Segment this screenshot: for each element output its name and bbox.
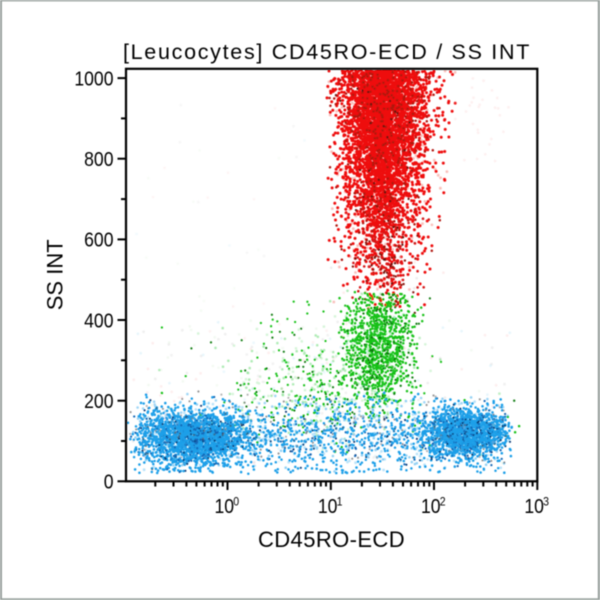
svg-text:[Leucocytes] CD45RO-ECD / SS I: [Leucocytes] CD45RO-ECD / SS INT xyxy=(123,40,531,64)
svg-text:10: 10 xyxy=(421,495,441,517)
svg-text:0: 0 xyxy=(233,496,239,509)
svg-text:0: 0 xyxy=(104,471,114,493)
svg-text:1000: 1000 xyxy=(74,67,113,89)
svg-text:800: 800 xyxy=(84,148,113,170)
svg-text:10: 10 xyxy=(524,495,544,517)
svg-text:10: 10 xyxy=(215,495,235,517)
svg-text:CD45RO-ECD: CD45RO-ECD xyxy=(258,527,405,552)
svg-text:2: 2 xyxy=(440,496,446,509)
svg-text:SS INT: SS INT xyxy=(43,239,68,310)
svg-text:3: 3 xyxy=(543,496,549,509)
svg-text:1: 1 xyxy=(337,496,343,509)
svg-text:200: 200 xyxy=(84,390,113,412)
svg-text:400: 400 xyxy=(84,309,113,331)
svg-text:600: 600 xyxy=(84,229,113,251)
svg-text:10: 10 xyxy=(318,495,338,517)
